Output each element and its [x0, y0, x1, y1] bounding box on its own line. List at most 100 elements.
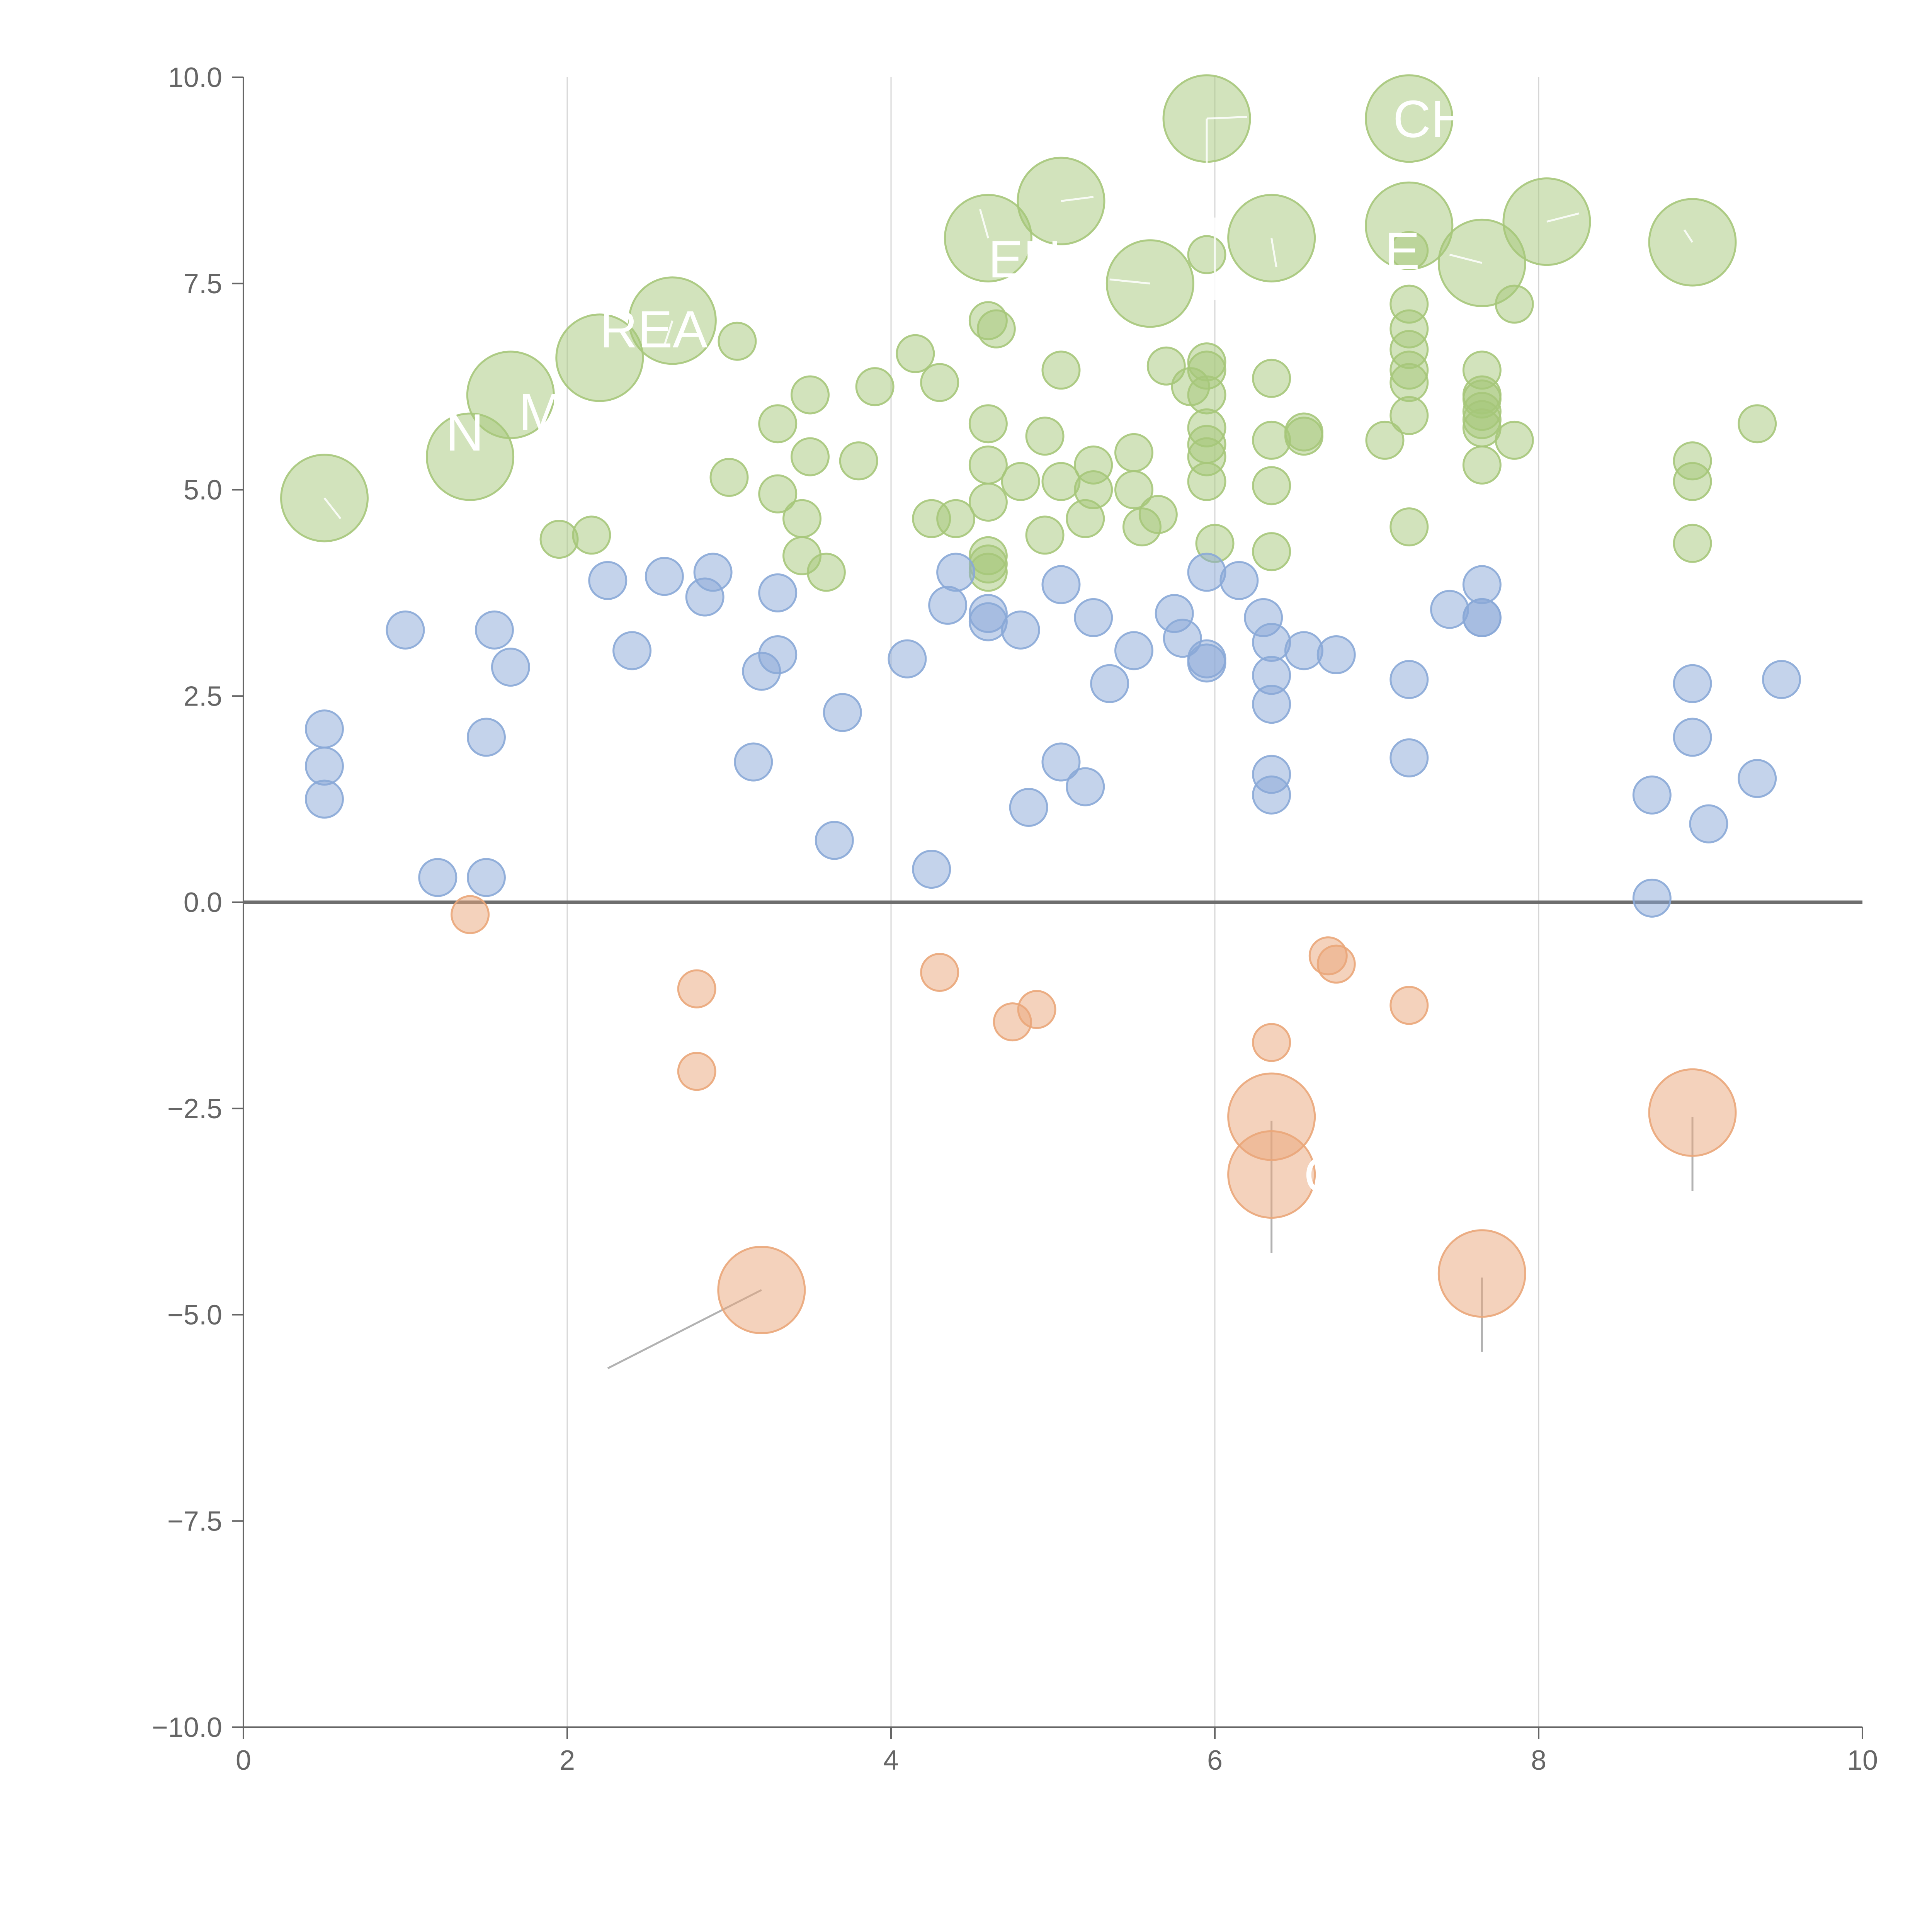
y-tick-label: 0.0 — [184, 887, 222, 918]
point-blue-18 — [815, 821, 854, 860]
x-tick-label: 10 — [1847, 1745, 1878, 1776]
point-orange-13 — [1437, 1229, 1526, 1318]
point-blue-4 — [418, 858, 457, 897]
leader-line-11 — [1449, 253, 1482, 264]
point-orange-5 — [1017, 990, 1056, 1029]
point-green-35 — [968, 445, 1008, 485]
point-blue-3 — [386, 610, 425, 650]
point-blue-46 — [1284, 631, 1323, 670]
point-blue-43 — [1252, 685, 1291, 724]
point-green-44 — [1041, 462, 1081, 501]
point-orange-0 — [451, 895, 490, 934]
point-green-86 — [1495, 420, 1534, 460]
x-tick-label: 0 — [236, 1745, 251, 1776]
point-green-69 — [1365, 420, 1405, 460]
point-green-18 — [718, 321, 757, 361]
point-green-20 — [758, 474, 798, 514]
point-green-90 — [1738, 404, 1777, 444]
point-label-e: E — [1385, 221, 1420, 280]
point-green-41 — [1025, 417, 1065, 456]
point-blue-13 — [693, 553, 733, 592]
leader-line-13 — [1684, 229, 1694, 243]
point-blue-55 — [1632, 878, 1672, 918]
point-green-64 — [1252, 420, 1291, 460]
point-blue-2 — [305, 779, 344, 819]
point-blue-56 — [1673, 664, 1712, 703]
point-green-42 — [1025, 515, 1065, 555]
y-tick-label: 10.0 — [168, 62, 222, 93]
point-orange-9 — [1389, 986, 1429, 1025]
leader-line-8 — [979, 209, 989, 238]
point-green-61 — [1187, 462, 1226, 501]
point-green-48 — [1114, 433, 1153, 472]
point-green-10 — [1365, 74, 1454, 163]
point-green-1 — [426, 412, 515, 501]
point-green-33 — [976, 309, 1016, 349]
point-blue-41 — [1252, 622, 1291, 662]
point-green-28 — [896, 334, 935, 373]
point-green-57 — [1187, 375, 1226, 415]
point-green-17 — [709, 457, 749, 497]
point-label-o: O — [1304, 1146, 1345, 1204]
point-blue-48 — [1389, 660, 1429, 699]
leader-line-5 — [1206, 116, 1247, 120]
point-green-19 — [758, 404, 798, 444]
x-tick-label: 6 — [1207, 1745, 1223, 1776]
point-orange-1 — [677, 969, 716, 1009]
point-blue-16 — [758, 635, 798, 674]
point-blue-47 — [1316, 635, 1356, 674]
point-green-76 — [1389, 396, 1429, 435]
y-tick-label: 5.0 — [184, 475, 222, 506]
point-blue-51 — [1462, 565, 1502, 604]
point-blue-8 — [491, 648, 530, 687]
leader-line-15 — [323, 497, 342, 519]
point-green-88 — [1673, 462, 1712, 501]
point-green-66 — [1252, 532, 1291, 571]
point-green-43 — [1041, 350, 1081, 390]
point-labels: CH EN E REA MN O — [323, 90, 1694, 1204]
point-blue-27 — [1009, 787, 1048, 827]
point-blue-50 — [1430, 590, 1469, 629]
x-tick-label: 8 — [1531, 1745, 1546, 1776]
point-blue-22 — [928, 585, 968, 625]
point-green-24 — [791, 375, 830, 415]
y-tick-label: −2.5 — [167, 1094, 222, 1124]
point-blue-10 — [612, 631, 652, 670]
point-green-75 — [1389, 363, 1429, 402]
point-green-2 — [466, 350, 555, 439]
point-label-en: EN — [988, 230, 1061, 289]
point-green-25 — [806, 553, 846, 592]
point-blue-32 — [1090, 664, 1129, 703]
point-green-65 — [1252, 466, 1291, 505]
point-orange-11 — [1227, 1130, 1316, 1219]
point-blue-33 — [1114, 631, 1153, 670]
point-blue-28 — [1041, 565, 1081, 604]
axes: 0 2 4 6 8 10 −10.0 −7.5 −5.0 −2.5 0.0 2.5 5.0 7.5 10.0 — [152, 62, 1878, 1776]
point-blue-57 — [1673, 718, 1712, 757]
point-green-85 — [1495, 284, 1534, 324]
point-orange-12 — [717, 1245, 806, 1334]
y-tick-label: 2.5 — [184, 681, 222, 712]
point-blue-0 — [305, 709, 344, 749]
point-blue-38 — [1187, 643, 1226, 683]
point-blue-58 — [1689, 804, 1728, 844]
point-green-21 — [782, 499, 822, 538]
point-blue-25 — [968, 602, 1008, 641]
point-orange-8 — [1316, 944, 1356, 984]
point-green-49 — [1114, 470, 1153, 509]
point-green-15 — [539, 520, 579, 559]
point-orange-14 — [1648, 1068, 1737, 1157]
point-blue-17 — [758, 573, 798, 612]
point-green-70 — [1389, 231, 1429, 270]
point-blue-19 — [823, 693, 862, 732]
point-green-36 — [968, 483, 1008, 522]
point-green-89 — [1673, 524, 1712, 563]
leader-line-12 — [1546, 212, 1580, 223]
point-green-27 — [855, 367, 895, 406]
point-orange-3 — [920, 952, 959, 992]
y-tick-label: −10.0 — [152, 1712, 222, 1743]
point-green-31 — [936, 499, 976, 538]
point-label-ch: CH — [1393, 90, 1469, 148]
point-blue-23 — [936, 553, 976, 592]
